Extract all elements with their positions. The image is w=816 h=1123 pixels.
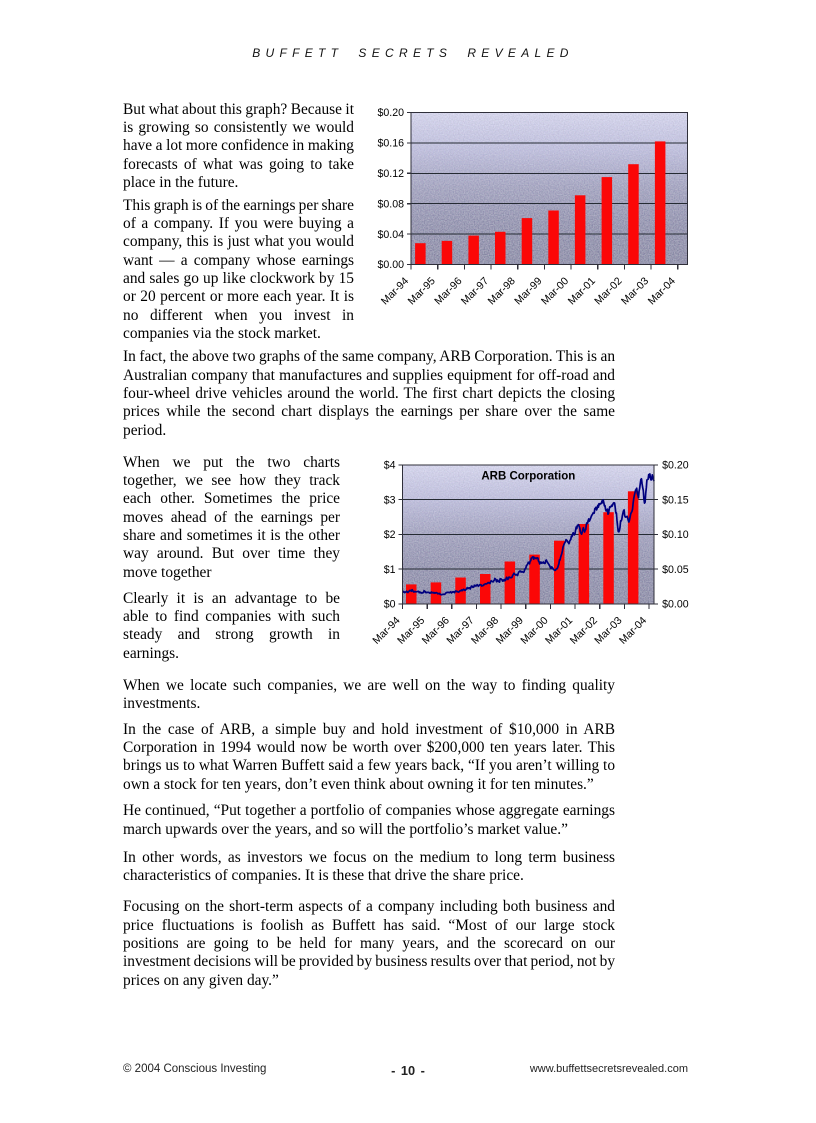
- svg-text:$4: $4: [384, 460, 396, 472]
- svg-text:ARB Corporation: ARB Corporation: [481, 470, 575, 482]
- svg-text:Mar-00: Mar-00: [539, 275, 571, 307]
- svg-text:Mar-04: Mar-04: [617, 614, 649, 646]
- svg-text:$0.20: $0.20: [377, 107, 404, 119]
- svg-text:Mar-98: Mar-98: [486, 275, 518, 307]
- svg-text:$1: $1: [384, 564, 396, 576]
- svg-text:Mar-03: Mar-03: [619, 275, 651, 307]
- svg-text:Mar-94: Mar-94: [379, 275, 411, 307]
- svg-text:$0.05: $0.05: [662, 564, 689, 576]
- svg-text:Mar-99: Mar-99: [512, 275, 544, 307]
- svg-text:Mar-96: Mar-96: [432, 275, 464, 307]
- svg-text:$3: $3: [384, 494, 396, 506]
- svg-text:$0.00: $0.00: [662, 599, 689, 611]
- svg-text:$0.20: $0.20: [662, 460, 689, 472]
- svg-text:$0.15: $0.15: [662, 494, 689, 506]
- svg-text:$0.08: $0.08: [377, 198, 404, 210]
- svg-text:$0.10: $0.10: [662, 529, 689, 541]
- svg-text:$0: $0: [384, 599, 396, 611]
- svg-text:$0.00: $0.00: [377, 259, 404, 271]
- svg-text:Mar-02: Mar-02: [592, 275, 624, 307]
- svg-text:Mar-04: Mar-04: [646, 275, 678, 307]
- svg-text:Mar-95: Mar-95: [406, 275, 438, 307]
- svg-text:$0.04: $0.04: [377, 229, 404, 241]
- svg-text:Mar-01: Mar-01: [566, 275, 598, 307]
- svg-text:$0.12: $0.12: [377, 168, 404, 180]
- svg-text:$0.16: $0.16: [377, 138, 404, 150]
- svg-text:$2: $2: [384, 529, 396, 541]
- svg-text:Mar-97: Mar-97: [459, 275, 491, 307]
